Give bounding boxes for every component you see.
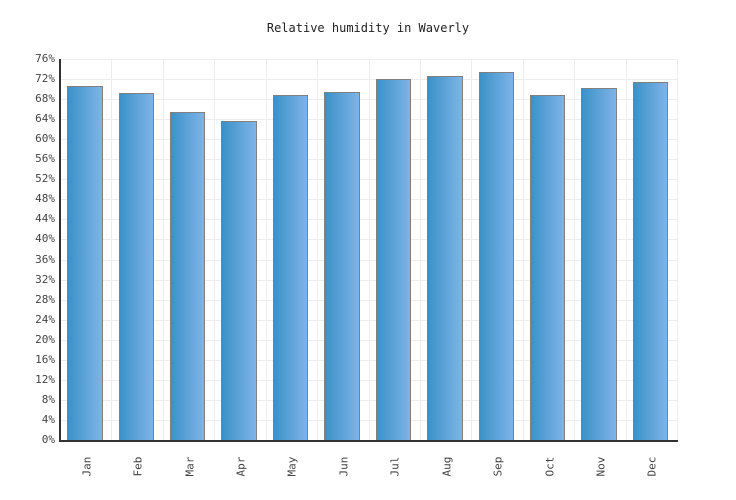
x-month-label-text: Mar [183,456,197,476]
x-month-label-jun: Jun [318,444,369,488]
gridline-vertical-12 [677,59,678,440]
gridline-horizontal-28 [61,299,678,301]
y-tick-label-64: 64% [35,112,55,126]
y-tick-label-48: 48% [35,192,55,206]
y-tick-label-12: 12% [35,372,55,386]
gridline-horizontal-4 [61,419,678,421]
gridline-horizontal-72 [61,79,678,81]
y-tick-label-60: 60% [35,132,55,146]
gridline-horizontal-48 [61,199,678,201]
gridline-horizontal-20 [61,339,678,341]
x-month-label-text: Sep [491,456,505,476]
y-tick-label-24: 24% [35,312,55,326]
gridline-horizontal-52 [61,179,678,181]
x-month-label-text: Aug [440,456,454,476]
gridline-horizontal-56 [61,159,678,161]
x-month-label-may: May [267,444,318,488]
gridline-horizontal-76 [61,59,678,60]
y-tick-label-52: 52% [35,172,55,186]
x-month-label-text: Jul [388,456,402,476]
bar-oct [529,95,566,440]
x-axis-month-labels: Jan Feb Mar Apr May Jun Jul Aug Sep Oct Nov Dec [61,444,678,488]
y-tick-label-36: 36% [35,252,55,266]
x-month-label-apr: Apr [215,444,266,488]
gridline-horizontal-40 [61,239,678,241]
y-tick-label-28: 28% [35,292,55,306]
y-axis-tick-labels: 0% 4% 8% 12% 16% 20% 24% 28% 32% 36% 40% 44% 48% 52% 5… [0,53,55,446]
x-month-label-text: Nov [594,456,608,476]
gridline-horizontal-36 [61,259,678,261]
gridline-horizontal-12 [61,379,678,381]
bar-apr [221,121,257,440]
x-month-label-text: Jun [337,456,351,476]
gridline-vertical-10 [574,59,576,440]
bar-mar [170,112,206,440]
gridline-horizontal-16 [61,359,678,361]
y-tick-label-56: 56% [35,152,55,166]
y-tick-label-32: 32% [35,272,55,286]
plot-area [59,59,678,442]
bar-jun [324,92,360,440]
bar-aug [427,76,463,440]
x-month-label-nov: Nov [575,444,626,488]
gridline-vertical-8 [471,59,473,440]
bar-jan [67,86,103,440]
x-month-label-text: Apr [234,456,248,476]
bar-may [272,95,309,440]
gridline-horizontal-24 [61,319,678,321]
gridline-horizontal-68 [61,99,678,101]
gridline-horizontal-60 [61,139,678,141]
bar-sep [478,72,514,440]
gridline-vertical-4 [265,59,267,440]
x-month-label-jul: Jul [370,444,421,488]
gridline-vertical-5 [317,59,319,440]
y-tick-label-8: 8% [41,392,55,406]
x-month-label-mar: Mar [164,444,215,488]
gridline-vertical-2 [162,59,164,440]
y-tick-label-72: 72% [35,72,55,86]
gridline-vertical-3 [214,59,216,440]
bar-jul [375,79,412,440]
x-month-label-text: Dec [645,456,659,476]
bar-nov [581,88,617,440]
bar-dec [632,82,669,440]
x-month-label-text: Feb [131,456,145,476]
y-tick-label-44: 44% [35,212,55,226]
gridline-vertical-9 [522,59,524,440]
gridline-horizontal-8 [61,399,678,401]
x-month-label-text: Jan [80,456,94,476]
x-month-label-text: Oct [542,456,556,476]
x-month-label-dec: Dec [627,444,678,488]
gridline-vertical-1 [111,59,113,440]
x-month-label-feb: Feb [112,444,163,488]
gridline-vertical-6 [368,59,370,440]
x-month-label-oct: Oct [524,444,575,488]
x-month-label-text: May [285,456,299,476]
y-tick-label-40: 40% [35,232,55,246]
y-tick-label-76: 76% [35,52,55,65]
gridline-horizontal-32 [61,279,678,281]
x-month-label-jan: Jan [61,444,112,488]
gridline-vertical-11 [625,59,627,440]
y-tick-label-20: 20% [35,332,55,346]
y-tick-label-68: 68% [35,92,55,106]
y-tick-label-0: 0% [41,433,55,446]
gridline-vertical-7 [419,59,421,440]
x-month-label-aug: Aug [421,444,472,488]
gridline-horizontal-64 [61,119,678,121]
y-tick-label-16: 16% [35,352,55,366]
chart-title: Relative humidity in Waverly [266,21,470,35]
y-tick-label-4: 4% [41,412,55,426]
bar-feb [118,93,155,440]
x-month-label-sep: Sep [472,444,523,488]
gridline-horizontal-44 [61,219,678,221]
